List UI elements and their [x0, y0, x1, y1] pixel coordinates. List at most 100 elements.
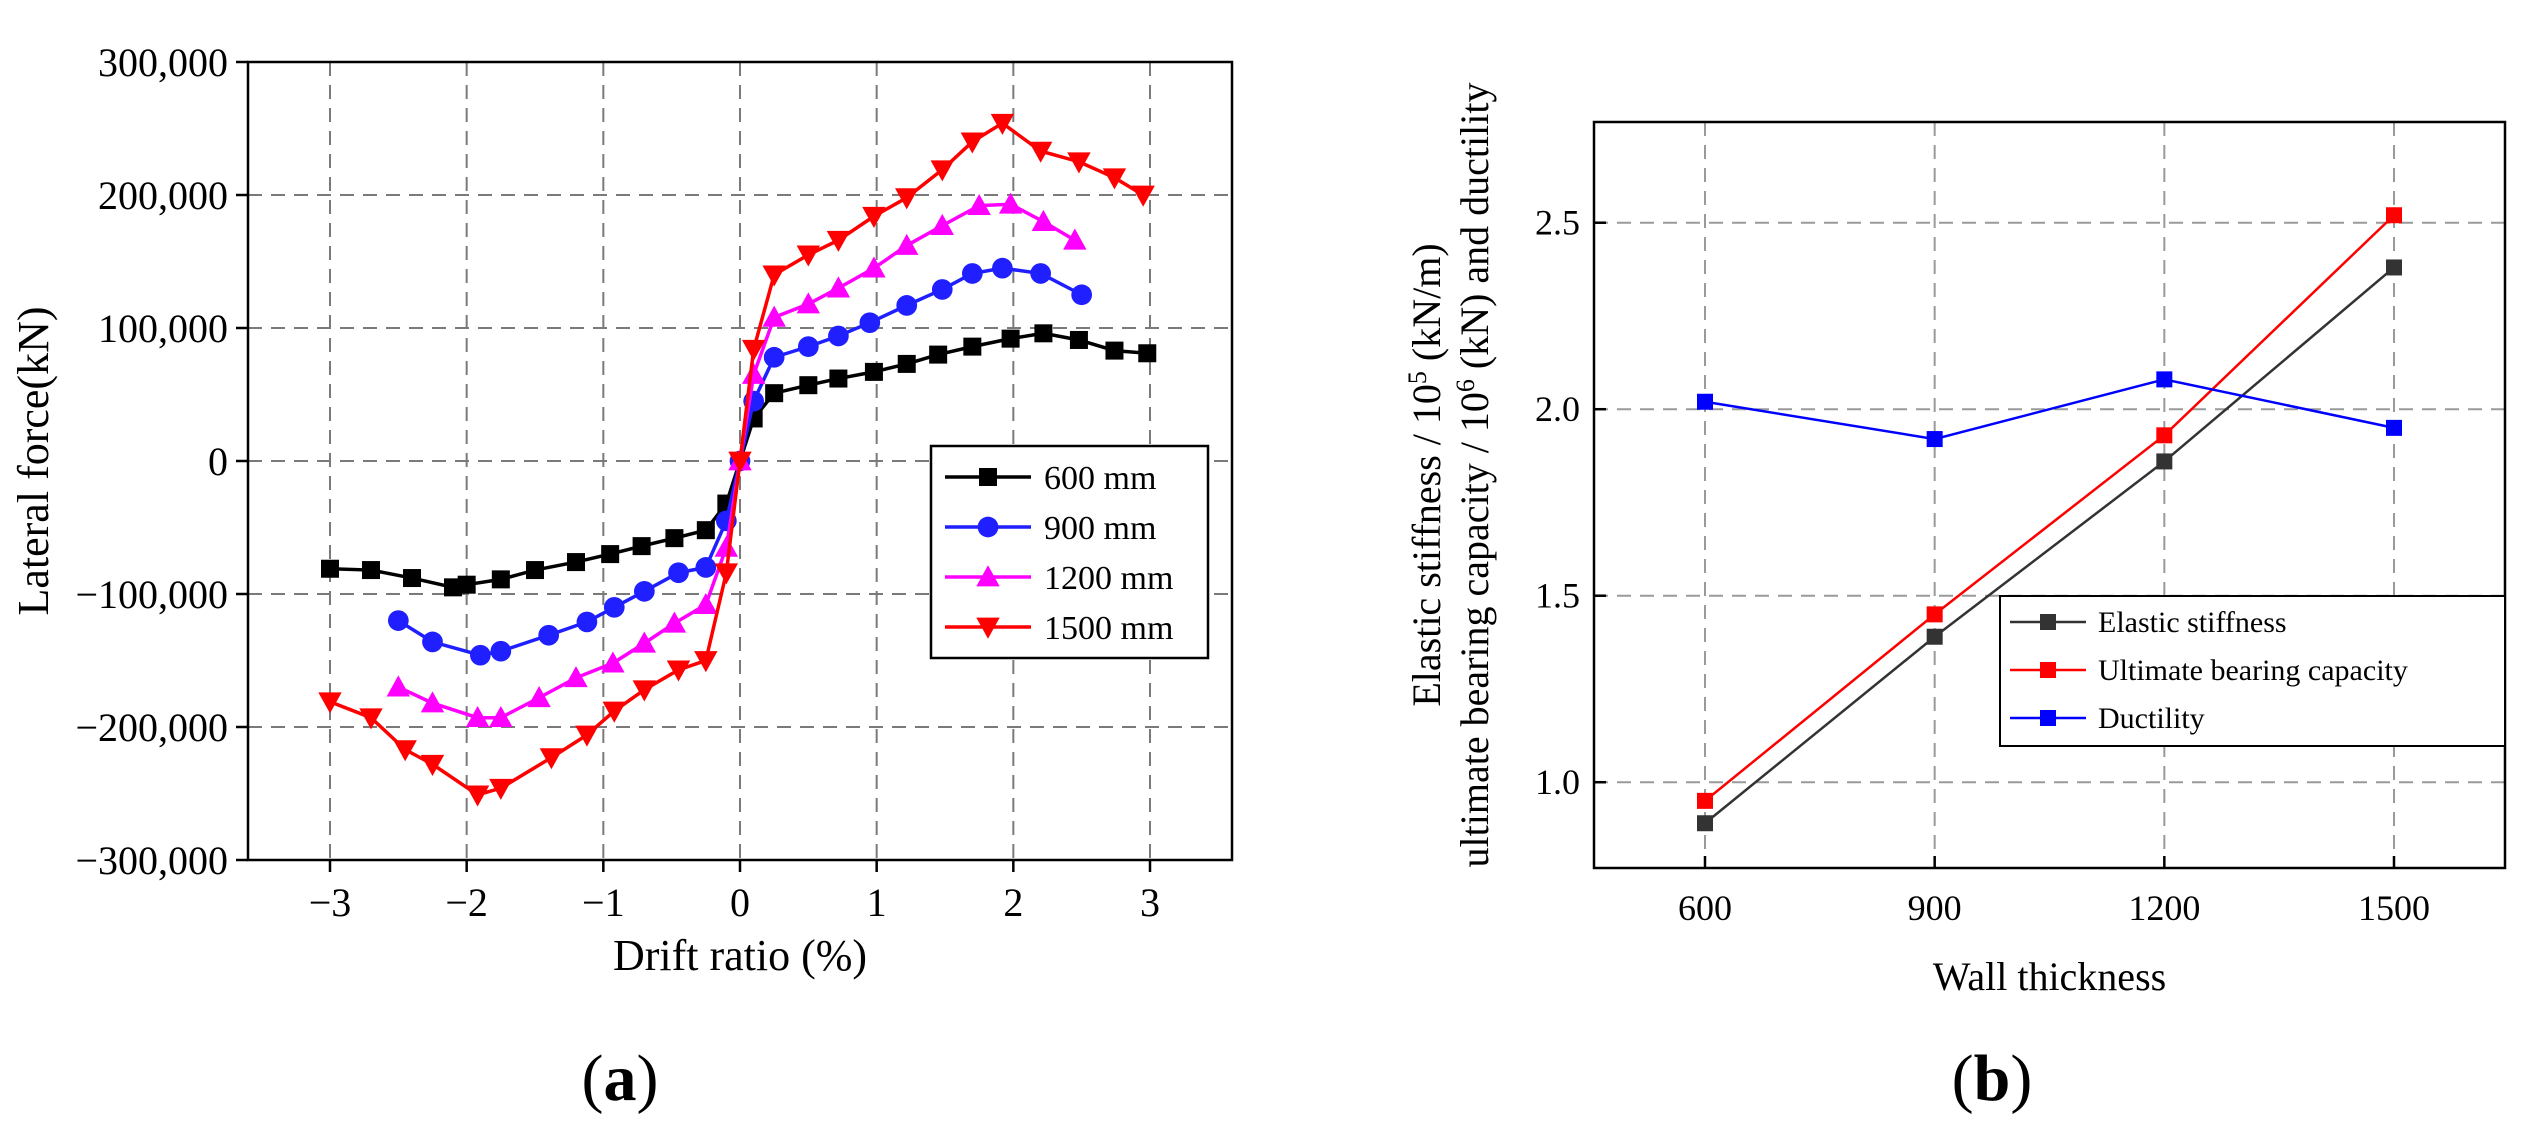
data-point — [1131, 185, 1155, 207]
data-point — [601, 651, 625, 673]
data-point — [465, 785, 490, 807]
chart-a-x-axis-title: Drift ratio (%) — [613, 931, 867, 980]
data-point — [633, 580, 655, 602]
data-point — [632, 680, 657, 702]
series-1500-mm — [318, 113, 1155, 807]
legend-box — [929, 444, 1210, 660]
data-point — [603, 596, 625, 618]
data-point — [1926, 628, 1943, 645]
data-point — [961, 263, 983, 284]
x-tick-label: 1 — [867, 880, 887, 925]
data-point — [931, 279, 953, 300]
y-tick-label: −200,000 — [75, 705, 228, 750]
legend-label: 900 mm — [1044, 510, 1156, 547]
data-point — [2156, 427, 2173, 444]
data-point — [1071, 284, 1093, 306]
y-tick-label: 0 — [208, 439, 228, 484]
data-point — [1063, 228, 1087, 250]
data-point — [695, 557, 717, 578]
data-point — [1697, 393, 1714, 410]
data-point — [1102, 168, 1127, 190]
x-tick-label: 600 — [1678, 888, 1732, 928]
data-point — [1034, 324, 1053, 343]
data-point — [826, 230, 851, 252]
data-point — [992, 257, 1013, 279]
data-point — [386, 675, 411, 697]
legend-marker — [2040, 614, 2056, 630]
data-point — [1697, 792, 1714, 809]
y-tick-label: 100,000 — [98, 306, 228, 351]
data-point — [2385, 207, 2402, 224]
data-point — [489, 705, 513, 728]
chart-b-legend: Elastic stiffness Ultimate bearing capaci… — [1999, 595, 2506, 747]
y-axis-title-line-2: ultimate bearing capacity / 106 (kN) and… — [1451, 83, 1498, 868]
data-point — [1138, 344, 1157, 363]
data-point — [490, 640, 512, 662]
legend-label: Ultimate bearing capacity — [2098, 654, 2408, 687]
data-point — [668, 562, 689, 584]
data-point — [963, 337, 982, 356]
x-tick-label: −3 — [309, 880, 352, 925]
data-point — [897, 354, 916, 373]
data-point — [1030, 263, 1052, 284]
data-point — [403, 569, 421, 588]
x-tick-label: 1500 — [2358, 888, 2430, 928]
data-point — [859, 312, 881, 334]
data-point — [741, 362, 766, 384]
x-tick-label: −2 — [445, 880, 488, 925]
data-point — [2156, 371, 2173, 388]
legend-label: Elastic stiffness — [2098, 606, 2287, 639]
x-tick-label: 2 — [1003, 880, 1023, 925]
data-point — [575, 725, 599, 747]
chart-b: 600 900 1200 1500 1.0 1.5 2.0 2.5 Wall thicknes… — [1403, 83, 2507, 1115]
data-point — [2385, 419, 2402, 436]
x-tick-label: 900 — [1908, 888, 1962, 928]
x-tick-label: 3 — [1140, 880, 1160, 925]
legend-marker — [979, 468, 997, 486]
data-point — [714, 535, 739, 557]
chart-b-x-axis-title: Wall thickness — [1933, 954, 2166, 999]
data-point — [762, 265, 786, 287]
data-point — [526, 561, 544, 580]
data-point — [601, 545, 620, 564]
data-point — [990, 113, 1015, 135]
data-point — [632, 631, 657, 653]
series-ultimate-bearing-capacity — [1697, 207, 2402, 809]
data-point — [666, 660, 691, 682]
data-point — [862, 206, 886, 228]
x-tick-label: 1200 — [2128, 888, 2200, 928]
data-point — [564, 666, 588, 688]
data-point — [465, 705, 490, 728]
data-point — [469, 644, 491, 666]
data-point — [527, 686, 551, 708]
y-tick-label: −100,000 — [75, 572, 228, 617]
y-tick-label: 1.5 — [1535, 576, 1580, 616]
y-tick-label: 2.5 — [1535, 203, 1580, 243]
series-elastic-stiffness — [1697, 259, 2402, 832]
data-point — [2156, 453, 2173, 470]
series-600-mm — [321, 324, 1157, 597]
data-point — [602, 701, 626, 723]
y-tick-label: −300,000 — [75, 838, 228, 883]
series-line-ductility — [1704, 378, 2395, 441]
legend-marker — [976, 617, 1000, 639]
chart-a: −3 −2 −1 0 1 2 3 −300,000 −200,000 −100,000 0 100,0… — [9, 40, 1234, 1115]
data-point — [318, 692, 342, 714]
legend-label: 600 mm — [1044, 460, 1156, 497]
data-point — [362, 561, 380, 580]
chart-a-y-axis-title: Lateral force(kN) — [9, 306, 58, 615]
legend-label: 1500 mm — [1044, 610, 1173, 647]
data-point — [895, 233, 919, 255]
chart-a-series — [318, 113, 1157, 807]
chart-a-legend: 600 mm 900 mm 1200 mm 1500 mm — [929, 444, 1210, 660]
series-line-ultimate-bearing-capacity — [1704, 214, 2395, 802]
y-tick-label: 200,000 — [98, 173, 228, 218]
data-point — [799, 376, 818, 395]
data-point — [864, 362, 883, 381]
chart-b-y-axis-title: Elastic stiffness / 105 (kN/m)ultimate b… — [1403, 83, 1498, 868]
data-point — [829, 369, 848, 388]
data-point — [765, 384, 784, 403]
y-tick-label: 2.0 — [1535, 389, 1580, 429]
data-point — [896, 295, 918, 316]
